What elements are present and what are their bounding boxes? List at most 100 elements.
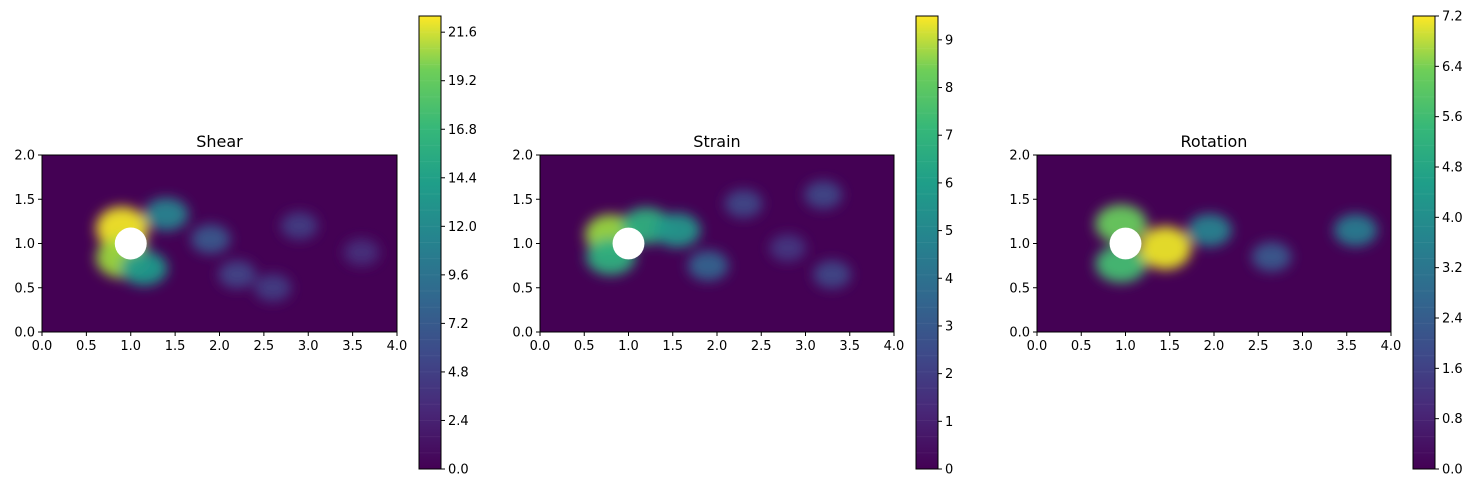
x-tick-label: 4.0 <box>387 339 408 354</box>
y-tick-label: 0.5 <box>512 281 533 296</box>
y-tick-label: 0.5 <box>1009 281 1030 296</box>
colorbar-tick-label: 2.4 <box>448 414 469 429</box>
y-tick-label: 1.0 <box>14 237 35 252</box>
x-tick-label: 2.5 <box>254 339 275 354</box>
x-tick-label: 0.5 <box>574 339 595 354</box>
colorbar <box>1413 16 1435 469</box>
y-tick-label: 1.5 <box>1009 193 1030 208</box>
field-feature-4 <box>1251 241 1292 272</box>
x-tick-label: 0.0 <box>1027 339 1048 354</box>
x-tick-label: 1.5 <box>662 339 683 354</box>
x-tick-label: 1.0 <box>120 339 141 354</box>
y-tick-label: 2.0 <box>512 149 533 164</box>
y-tick-label: 0.0 <box>1009 326 1030 341</box>
x-tick-label: 3.5 <box>1336 339 1357 354</box>
x-tick-label: 3.0 <box>1292 339 1313 354</box>
x-tick-label: 4.0 <box>884 339 905 354</box>
x-tick-label: 2.5 <box>751 339 772 354</box>
colorbar-tick-label: 6.4 <box>1442 60 1463 75</box>
field-feature-7 <box>254 273 292 302</box>
x-tick-label: 3.5 <box>342 339 363 354</box>
obstacle-cylinder <box>612 227 645 260</box>
colorbar-tick-label: 12.0 <box>448 220 477 235</box>
colorbar-tick-label: 0 <box>945 463 953 478</box>
colorbar-tick-label: 6 <box>945 176 953 191</box>
colorbar-tick-label: 0.0 <box>1442 463 1463 478</box>
colorbar-tick-label: 14.4 <box>448 171 477 186</box>
x-tick-label: 0.0 <box>530 339 551 354</box>
field-feature-4 <box>687 250 729 281</box>
field-feature-6 <box>218 260 257 289</box>
colorbar-tick-label: 4 <box>945 272 953 287</box>
y-tick-label: 1.5 <box>14 193 35 208</box>
x-tick-label: 2.5 <box>1248 339 1269 354</box>
colorbar-tick-label: 1.6 <box>1442 362 1463 377</box>
x-tick-label: 2.0 <box>707 339 728 354</box>
y-tick-label: 2.0 <box>14 149 35 164</box>
colorbar-tick-label: 5 <box>945 224 953 239</box>
colorbar-tick-label: 21.6 <box>448 26 477 41</box>
field-feature-5 <box>1333 214 1378 247</box>
colorbar-tick-label: 3 <box>945 319 953 334</box>
panel-rotation: 0.0 0.5 1.0 1.5 2.0 2.5 3.0 3.5 4.0 0.0 0.5 1.0 1.5 2… <box>1009 10 1462 478</box>
colorbar-tick-label: 3.2 <box>1442 261 1463 276</box>
field-feature-2 <box>1139 226 1192 270</box>
y-tick-label: 0.0 <box>14 326 35 341</box>
colorbar-tick-label: 5.6 <box>1442 110 1463 125</box>
colorbar-tick-label: 19.2 <box>448 74 477 89</box>
colorbar-tick-label: 7.2 <box>448 317 469 332</box>
x-tick-label: 3.5 <box>839 339 860 354</box>
field-feature-4 <box>144 197 189 231</box>
colorbar <box>916 16 938 469</box>
field-feature-5 <box>190 224 231 254</box>
field-feature-8 <box>280 212 318 240</box>
field-feature-7 <box>813 260 851 289</box>
x-tick-label: 1.5 <box>1159 339 1180 354</box>
colorbar-tick-label: 7.2 <box>1442 10 1463 25</box>
colorbar-tick-label: 9.6 <box>448 268 469 283</box>
panel-strain: 0.0 0.5 1.0 1.5 2.0 2.5 3.0 3.5 4.0 0.0 0.5 1.0 1.5 2… <box>512 15 953 478</box>
colorbar-tick-label: 0.0 <box>448 463 469 478</box>
colorbar-tick-label: 16.8 <box>448 123 477 138</box>
y-tick-label: 1.0 <box>1009 237 1030 252</box>
x-tick-label: 2.0 <box>209 339 230 354</box>
x-tick-label: 3.0 <box>298 339 319 354</box>
x-tick-label: 0.5 <box>1071 339 1092 354</box>
obstacle-cylinder <box>114 227 147 260</box>
x-tick-label: 1.0 <box>618 339 639 354</box>
colorbar-tick-label: 4.8 <box>1442 161 1463 176</box>
panel-title: Rotation <box>1181 132 1248 151</box>
colorbar-tick-label: 9 <box>945 33 953 48</box>
colorbar-tick-label: 2 <box>945 367 953 382</box>
colorbar-frame <box>418 15 442 470</box>
colorbar-tick-label: 7 <box>945 129 953 144</box>
y-tick-label: 0.5 <box>14 281 35 296</box>
colorbar <box>419 16 441 469</box>
colorbar-tick-label: 4.0 <box>1442 211 1463 226</box>
panel-shear: 0.0 0.5 1.0 1.5 2.0 2.5 3.0 3.5 4.0 0.0 0.5 1.0 1.5 2… <box>14 15 477 478</box>
obstacle-cylinder <box>1109 227 1142 260</box>
colorbar-tick-label: 2.4 <box>1442 312 1463 327</box>
colorbar-frame <box>915 15 939 470</box>
x-tick-label: 0.5 <box>76 339 97 354</box>
y-tick-label: 1.0 <box>512 237 533 252</box>
field-feature-8 <box>769 234 807 262</box>
colorbar-tick-label: 4.8 <box>448 365 469 380</box>
y-tick-label: 0.0 <box>512 326 533 341</box>
field-feature-5 <box>724 189 763 218</box>
y-tick-label: 2.0 <box>1009 149 1030 164</box>
y-tick-label: 1.5 <box>512 193 533 208</box>
field-feature-9 <box>343 239 380 266</box>
x-tick-label: 1.5 <box>165 339 186 354</box>
x-tick-label: 2.0 <box>1204 339 1225 354</box>
panel-title: Strain <box>693 132 740 151</box>
x-tick-label: 1.0 <box>1115 339 1136 354</box>
field-feature-3 <box>120 250 168 286</box>
field-feature-6 <box>804 180 843 209</box>
x-tick-label: 3.0 <box>795 339 816 354</box>
x-tick-label: 4.0 <box>1381 339 1402 354</box>
colorbar-tick-label: 0.8 <box>1442 412 1463 427</box>
panel-title: Shear <box>196 132 243 151</box>
colorbar-frame <box>1412 15 1436 470</box>
